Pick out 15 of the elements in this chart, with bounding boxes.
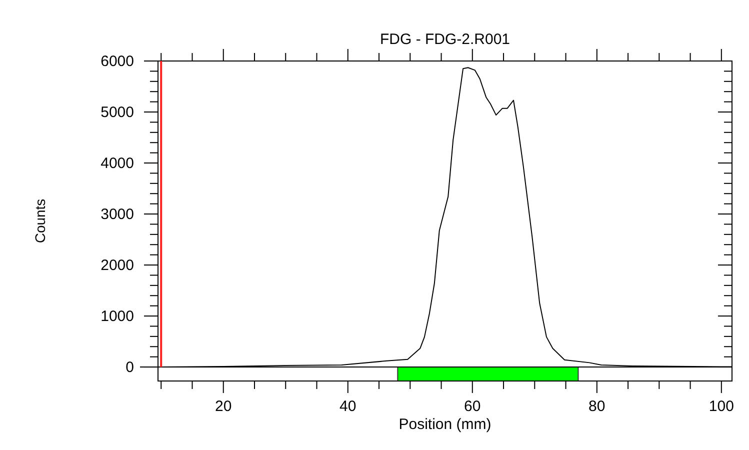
- y-axis-title: Counts: [32, 198, 48, 244]
- y-tick-label: 0: [126, 359, 134, 376]
- x-tick-label: 100: [708, 398, 734, 415]
- x-tick-label: 60: [464, 398, 481, 415]
- y-tick-label: 2000: [100, 257, 134, 274]
- x-tick-label: 80: [588, 398, 606, 415]
- x-tick-label: 40: [340, 398, 356, 415]
- x-axis-title: Position (mm): [398, 416, 492, 433]
- chart-title: FDG - FDG-2.R001: [380, 31, 510, 48]
- x-tick-label: 20: [215, 398, 232, 415]
- y-tick-label: 6000: [100, 53, 134, 70]
- y-tick-label: 4000: [100, 155, 134, 172]
- y-tick-label: 5000: [100, 104, 134, 122]
- y-tick-label: 3000: [100, 206, 134, 224]
- y-tick-label: 1000: [100, 308, 134, 326]
